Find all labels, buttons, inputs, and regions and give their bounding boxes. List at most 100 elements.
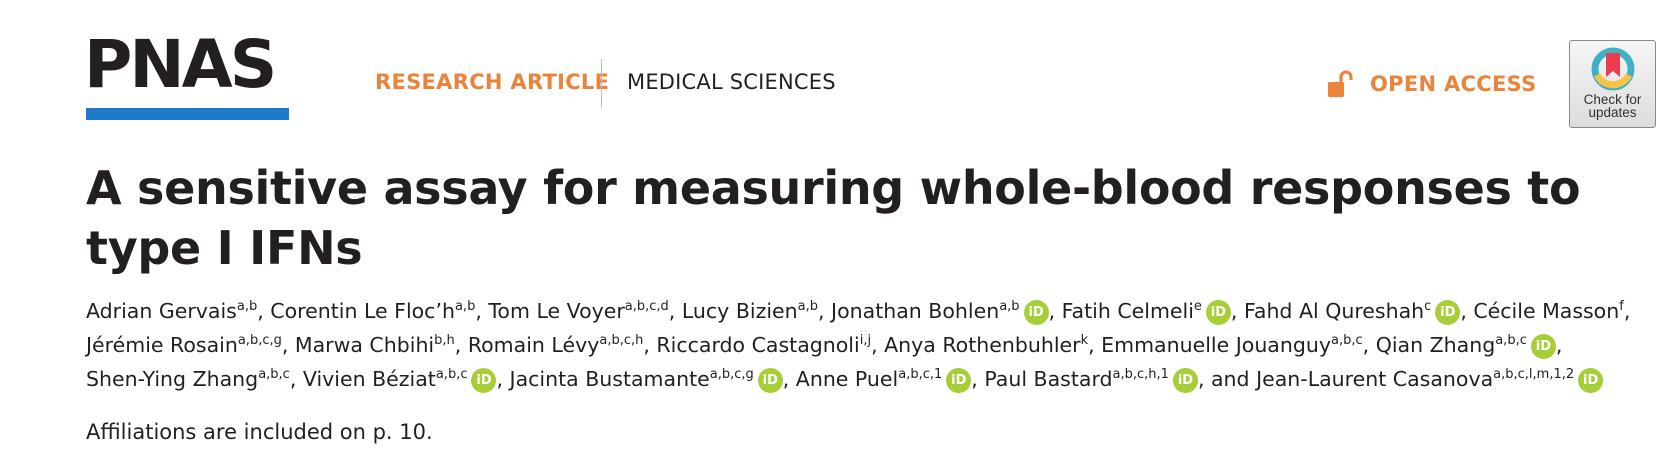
- author-list: Adrian Gervaisa,b, Corentin Le Floc’ha,b…: [86, 294, 1666, 396]
- author-affiliation-marks: a,b,c,g: [709, 367, 754, 382]
- author-name-text: Adrian Gervais: [86, 299, 237, 323]
- author-name-text: Jacinta Bustamante: [509, 367, 710, 391]
- author-affiliation-marks: a,b: [999, 299, 1020, 314]
- author-affiliation-marks: a,b: [797, 299, 818, 314]
- author-affiliation-marks: a,b,c: [435, 367, 468, 382]
- author-name[interactable]: Qian Zhanga,b,c: [1376, 333, 1527, 357]
- orcid-icon[interactable]: iD: [757, 368, 783, 393]
- author-name[interactable]: Lucy Biziena,b: [682, 299, 818, 323]
- author-affiliation-marks: a,b,c: [1495, 333, 1527, 348]
- author-separator: ,: [1555, 333, 1563, 357]
- author-affiliation-marks: a,b,c,g: [237, 333, 282, 348]
- author-affiliation-marks: a,b,c,d: [624, 299, 669, 314]
- orcid-icon[interactable]: iD: [471, 368, 497, 393]
- author-separator: ,: [289, 367, 303, 391]
- author-separator: ,: [454, 333, 468, 357]
- orcid-icon[interactable]: iD: [1578, 368, 1604, 393]
- author-name[interactable]: Jérémie Rosaina,b,c,g: [86, 333, 282, 357]
- open-access-badge[interactable]: OPEN ACCESS: [1326, 66, 1537, 102]
- author-name-text: Marwa Chbihi: [294, 333, 435, 357]
- pnas-logo[interactable]: PNAS: [84, 32, 289, 120]
- author-separator: ,: [643, 333, 657, 357]
- author-affiliation-marks: a,b: [236, 299, 258, 314]
- orcid-icon[interactable]: iD: [946, 368, 972, 393]
- author-affiliation-marks: a,b,c,l,m,1,2: [1493, 367, 1575, 382]
- orcid-icon[interactable]: iD: [1023, 300, 1049, 325]
- author-name[interactable]: Jean-Laurent Casanovaa,b,c,l,m,1,2: [1256, 367, 1574, 391]
- author-name-text: Fatih Celmeli: [1061, 299, 1194, 323]
- author-name[interactable]: Anne Puela,b,c,1: [796, 367, 943, 391]
- author-separator: ,: [281, 333, 295, 357]
- author-name[interactable]: Tom Le Voyera,b,c,d: [488, 299, 668, 323]
- author-line: Shen-Ying Zhanga,b,c, Vivien Béziata,b,c…: [86, 362, 1666, 396]
- author-name-text: Qian Zhang: [1375, 333, 1496, 357]
- author-affiliation-marks: i,j: [859, 333, 872, 348]
- author-affiliation-marks: b,h: [434, 333, 455, 348]
- author-name[interactable]: Jacinta Bustamantea,b,c,g: [510, 367, 754, 391]
- author-line: Jérémie Rosaina,b,c,g, Marwa Chbihib,h, …: [86, 328, 1666, 362]
- author-separator: ,: [475, 299, 489, 323]
- check-updates-label: Check for updates: [1583, 92, 1642, 120]
- author-name[interactable]: Fahd Al Qureshahc: [1244, 299, 1431, 323]
- author-name[interactable]: Marwa Chbihib,h: [295, 333, 455, 357]
- author-name-text: Shen-Ying Zhang: [86, 367, 259, 391]
- author-name[interactable]: Corentin Le Floc’ha,b: [270, 299, 475, 323]
- author-affiliation-marks: e: [1193, 299, 1202, 314]
- author-name-text: Corentin Le Floc’h: [270, 299, 455, 323]
- open-access-label: OPEN ACCESS: [1370, 72, 1537, 96]
- author-name[interactable]: Riccardo Castagnolii,j: [656, 333, 871, 357]
- section-label[interactable]: MEDICAL SCIENCES: [627, 70, 836, 94]
- author-name-text: Anne Puel: [795, 367, 899, 391]
- author-name-text: Emmanuelle Jouanguy: [1101, 333, 1332, 357]
- author-name-text: Cécile Masson: [1473, 299, 1620, 323]
- header-divider: [601, 59, 602, 108]
- check-for-updates-button[interactable]: Check for updates: [1569, 40, 1656, 128]
- author-name[interactable]: Adrian Gervaisa,b: [86, 299, 257, 323]
- author-affiliation-marks: a,b: [454, 299, 476, 314]
- author-affiliation-marks: a,b,c: [258, 367, 290, 382]
- author-separator: ,: [1362, 333, 1376, 357]
- orcid-icon[interactable]: iD: [1435, 300, 1461, 325]
- author-name[interactable]: Vivien Béziata,b,c: [303, 367, 468, 391]
- author-name[interactable]: Anya Rothenbuhlerk: [884, 333, 1088, 357]
- author-separator: , and: [1197, 367, 1257, 391]
- orcid-icon[interactable]: iD: [1205, 300, 1231, 325]
- author-line: Adrian Gervaisa,b, Corentin Le Floc’ha,b…: [86, 294, 1666, 328]
- author-name[interactable]: Shen-Ying Zhanga,b,c: [86, 367, 290, 391]
- author-separator: ,: [496, 367, 510, 391]
- author-name[interactable]: Romain Lévya,b,c,h: [468, 333, 644, 357]
- author-affiliation-marks: k: [1080, 333, 1089, 348]
- author-name-text: Tom Le Voyer: [488, 299, 625, 323]
- author-affiliation-marks: c: [1424, 299, 1432, 314]
- author-name-text: Lucy Bizien: [681, 299, 798, 323]
- author-separator: ,: [1230, 299, 1244, 323]
- author-name-text: Paul Bastard: [984, 367, 1113, 391]
- logo-underline: [86, 108, 289, 120]
- author-name-text: Vivien Béziat: [302, 367, 436, 391]
- author-separator: ,: [1623, 299, 1631, 323]
- author-name-text: Anya Rothenbuhler: [884, 333, 1081, 357]
- author-affiliation-marks: a,b,c,h: [599, 333, 644, 348]
- article-type-label[interactable]: RESEARCH ARTICLE: [375, 70, 610, 94]
- author-name[interactable]: Cécile Massonf: [1473, 299, 1623, 323]
- author-name[interactable]: Paul Bastarda,b,c,h,1: [984, 367, 1169, 391]
- author-separator: ,: [1460, 299, 1474, 323]
- author-affiliation-marks: a,b,c,1: [898, 367, 943, 382]
- author-separator: ,: [1088, 333, 1102, 357]
- author-affiliation-marks: f: [1619, 299, 1624, 314]
- author-name-text: Jérémie Rosain: [86, 333, 238, 357]
- orcid-icon[interactable]: iD: [1172, 368, 1198, 393]
- author-name[interactable]: Emmanuelle Jouanguya,b,c: [1101, 333, 1363, 357]
- author-name-text: Riccardo Castagnoli: [656, 333, 860, 357]
- orcid-icon[interactable]: iD: [1530, 334, 1556, 359]
- author-name-text: Fahd Al Qureshah: [1243, 299, 1425, 323]
- author-name-text: Romain Lévy: [467, 333, 600, 357]
- author-separator: ,: [782, 367, 796, 391]
- author-name[interactable]: Fatih Celmelie: [1062, 299, 1202, 323]
- author-separator: ,: [1048, 299, 1062, 323]
- affiliations-note[interactable]: Affiliations are included on p. 10.: [86, 420, 433, 444]
- logo-text: PNAS: [84, 26, 277, 103]
- crossmark-icon: [1591, 47, 1635, 91]
- author-name[interactable]: Jonathan Bohlena,b: [831, 299, 1020, 323]
- article-title: A sensitive assay for measuring whole-bl…: [86, 161, 1581, 275]
